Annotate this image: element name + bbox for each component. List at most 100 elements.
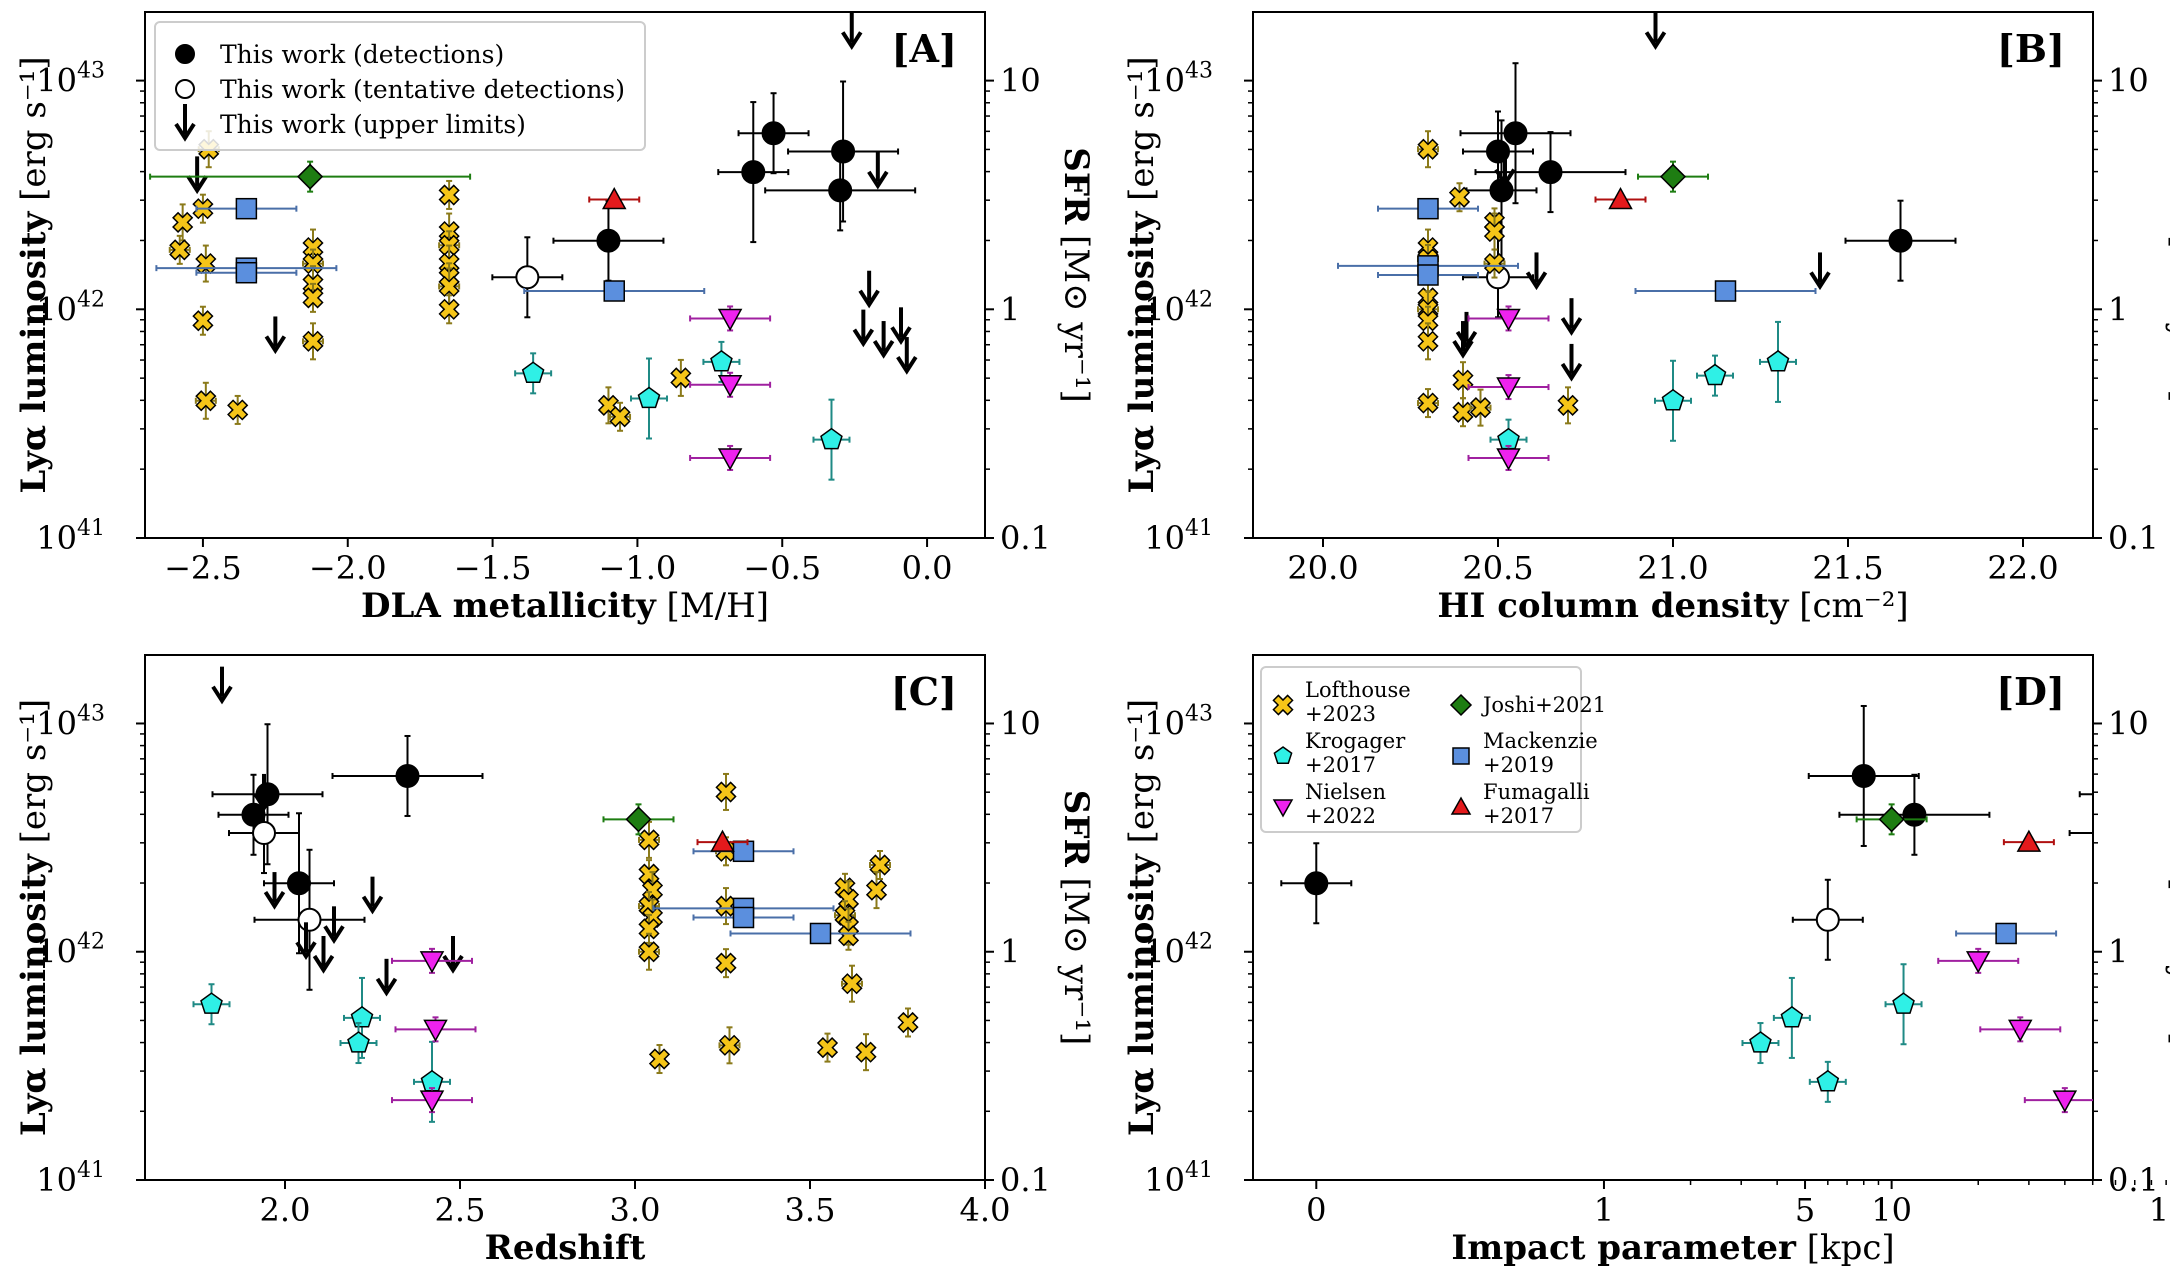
legend-marker-icon [1272, 694, 1294, 716]
point-lofthouse-2023 [609, 406, 631, 428]
panel-label: [A] [892, 26, 957, 71]
point-this-work-detections- [1851, 763, 1876, 788]
point-lofthouse-2023 [302, 287, 324, 309]
point-this-work-upper-limits- [375, 958, 398, 997]
point-lofthouse-2023 [715, 952, 737, 974]
legend-label: Lofthouse [1305, 678, 1411, 702]
point-this-work-detections- [828, 178, 853, 203]
point-krogager-2017 [1749, 1031, 1772, 1053]
point-this-work-upper-limits- [295, 922, 317, 961]
y-tick-label: 1042 [36, 287, 105, 328]
point-this-work-upper-limits- [361, 876, 384, 915]
point-this-work-detections- [596, 228, 621, 253]
point-lofthouse-2023 [302, 330, 324, 352]
plot-frame [144, 654, 986, 1181]
x-tick-label: −2.0 [309, 549, 387, 587]
legend-label: Fumagalli [1483, 780, 1590, 804]
legend-box [1260, 666, 1582, 833]
point-nielsen-2022 [1965, 951, 1991, 974]
y2-axis-label: SFR [M⊙ yr⁻¹] [2164, 147, 2170, 402]
point-mackenzie-2019 [732, 906, 755, 929]
legend-label: Mackenzie [1483, 729, 1598, 753]
point-this-work-upper-limits- [858, 270, 880, 309]
legend-label: This work (upper limits) [220, 110, 526, 139]
sfr-tick-label: 10 [1000, 704, 1041, 742]
legend-marker-icon [175, 44, 195, 64]
point-this-work-detections- [1888, 228, 1913, 253]
point-lofthouse-2023 [1483, 252, 1506, 275]
point-krogager-2017 [521, 361, 545, 383]
data-layer [1280, 704, 2093, 1114]
panel-C: 2.0 2.5 3.0 3.5 4.0 1041 1042 1043 0.1 1 10 Redshif… [14, 654, 1096, 1268]
point-nielsen-2022 [2052, 1090, 2078, 1113]
point-krogager-2017 [200, 992, 223, 1014]
x-tick-label: 5 [1795, 1191, 1815, 1229]
legend-label: Joshi+2021 [1481, 693, 1606, 717]
x-tick-label: −2.5 [164, 549, 242, 587]
point-this-work-upper-limits- [867, 151, 889, 190]
sfr-tick-label: 10 [1000, 62, 1041, 100]
legend-label: +2023 [1305, 702, 1376, 726]
point-krogager-2017 [350, 1005, 374, 1028]
point-this-work-tentative-detections- [297, 907, 322, 932]
point-this-work-upper-limits- [1560, 343, 1583, 382]
point-lofthouse-2023 [718, 1034, 741, 1056]
point-joshi-2021 [1878, 806, 1905, 833]
point-fumagalli-2017 [601, 186, 627, 210]
point-mackenzie-2019 [235, 197, 258, 220]
y-tick-label: 1041 [1144, 1158, 1213, 1199]
legend-marker-icon [1272, 799, 1294, 818]
x-tick-label: 21.5 [1812, 549, 1883, 587]
y-axis-label: Lyα luminosity [erg s⁻¹] [14, 699, 54, 1136]
sfr-tick-label: 10 [2108, 62, 2149, 100]
point-this-work-tentative-detections- [1815, 907, 1840, 932]
point-mackenzie-2019 [1417, 264, 1439, 286]
point-this-work-upper-limits- [442, 936, 464, 974]
sfr-tick-label: 1 [1000, 290, 1020, 328]
point-krogager-2017 [1780, 1005, 1804, 1028]
point-joshi-2021 [625, 806, 652, 833]
point-lofthouse-2023 [670, 367, 692, 389]
point-mackenzie-2019 [603, 280, 625, 302]
legend-label: Nielsen [1305, 780, 1386, 804]
x-tick-label: 0.0 [902, 549, 953, 587]
point-this-work-detections- [1902, 802, 1927, 827]
point-nielsen-2022 [419, 1090, 445, 1113]
x-tick-label: 2.0 [260, 1191, 311, 1229]
point-this-work-detections- [1503, 121, 1528, 146]
point-this-work-upper-limits- [1809, 252, 1831, 291]
y-tick-label: 1043 [36, 59, 105, 100]
legend-label: Krogager [1305, 729, 1406, 753]
legend-box [154, 21, 646, 151]
sfr-tick-label: 0.1 [2108, 1161, 2159, 1199]
x-axis-label: DLA metallicity [M/H] [361, 586, 769, 626]
point-lofthouse-2023 [1417, 330, 1439, 352]
point-this-work-detections- [1538, 160, 1563, 185]
point-fumagalli-2017 [1608, 186, 1633, 210]
point-lofthouse-2023 [1452, 401, 1474, 423]
point-lofthouse-2023 [715, 781, 737, 803]
y2-axis-label: SFR [M⊙ yr⁻¹] [1056, 147, 1096, 402]
point-lofthouse-2023 [1483, 220, 1506, 243]
legend-marker-icon [1273, 746, 1293, 765]
point-lofthouse-2023 [1417, 310, 1439, 332]
point-this-work-tentative-detections- [515, 265, 540, 290]
point-nielsen-2022 [717, 448, 743, 471]
plot-frame [144, 11, 986, 539]
point-joshi-2021 [297, 163, 324, 190]
panel-label: [B] [1997, 26, 2065, 71]
point-krogager-2017 [637, 386, 661, 409]
point-this-work-upper-limits- [1452, 321, 1474, 359]
point-nielsen-2022 [419, 951, 445, 974]
data-layer [192, 666, 919, 1123]
legend-label: +2017 [1305, 753, 1376, 777]
point-fumagalli-2017 [710, 829, 735, 852]
point-krogager-2017 [347, 1031, 370, 1053]
point-this-work-upper-limits- [872, 321, 895, 359]
point-nielsen-2022 [717, 308, 743, 332]
point-mackenzie-2019 [1714, 280, 1737, 302]
sfr-tick-label: 1 [2108, 290, 2128, 328]
legend-label: This work (detections) [220, 40, 504, 69]
point-this-work-detections- [2092, 830, 2093, 837]
